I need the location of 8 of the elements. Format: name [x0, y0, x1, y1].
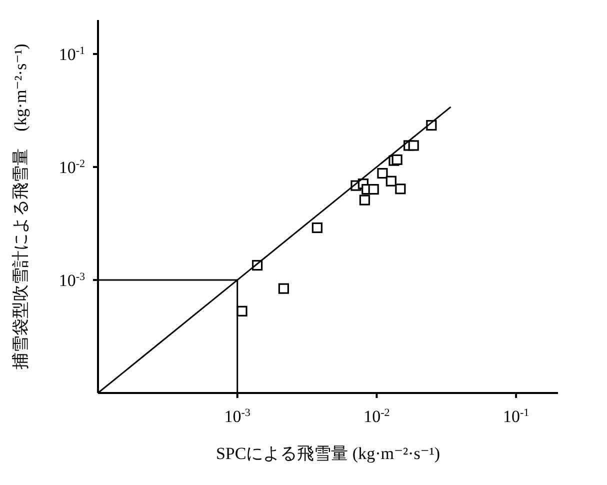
x-tick-label: 10$^{-1}$: [502, 407, 530, 426]
y-tick-label: 10$^{-1}$: [58, 45, 85, 64]
x-tick-label: 10$^{-3}$: [224, 407, 251, 426]
x-tick-label: 10$^{-2}$: [364, 407, 390, 426]
x-axis-title: SPCによる飛雪量 (kg·m⁻²·s⁻¹): [216, 444, 440, 463]
y-tick-label: 10$^{-2}$: [58, 158, 85, 178]
y-tick-label: 10$^{-3}$: [58, 271, 86, 290]
y-axis-title: 捕雪袋型吹雪計による飛雪量 (kg·m⁻²·s⁻¹): [11, 44, 30, 370]
